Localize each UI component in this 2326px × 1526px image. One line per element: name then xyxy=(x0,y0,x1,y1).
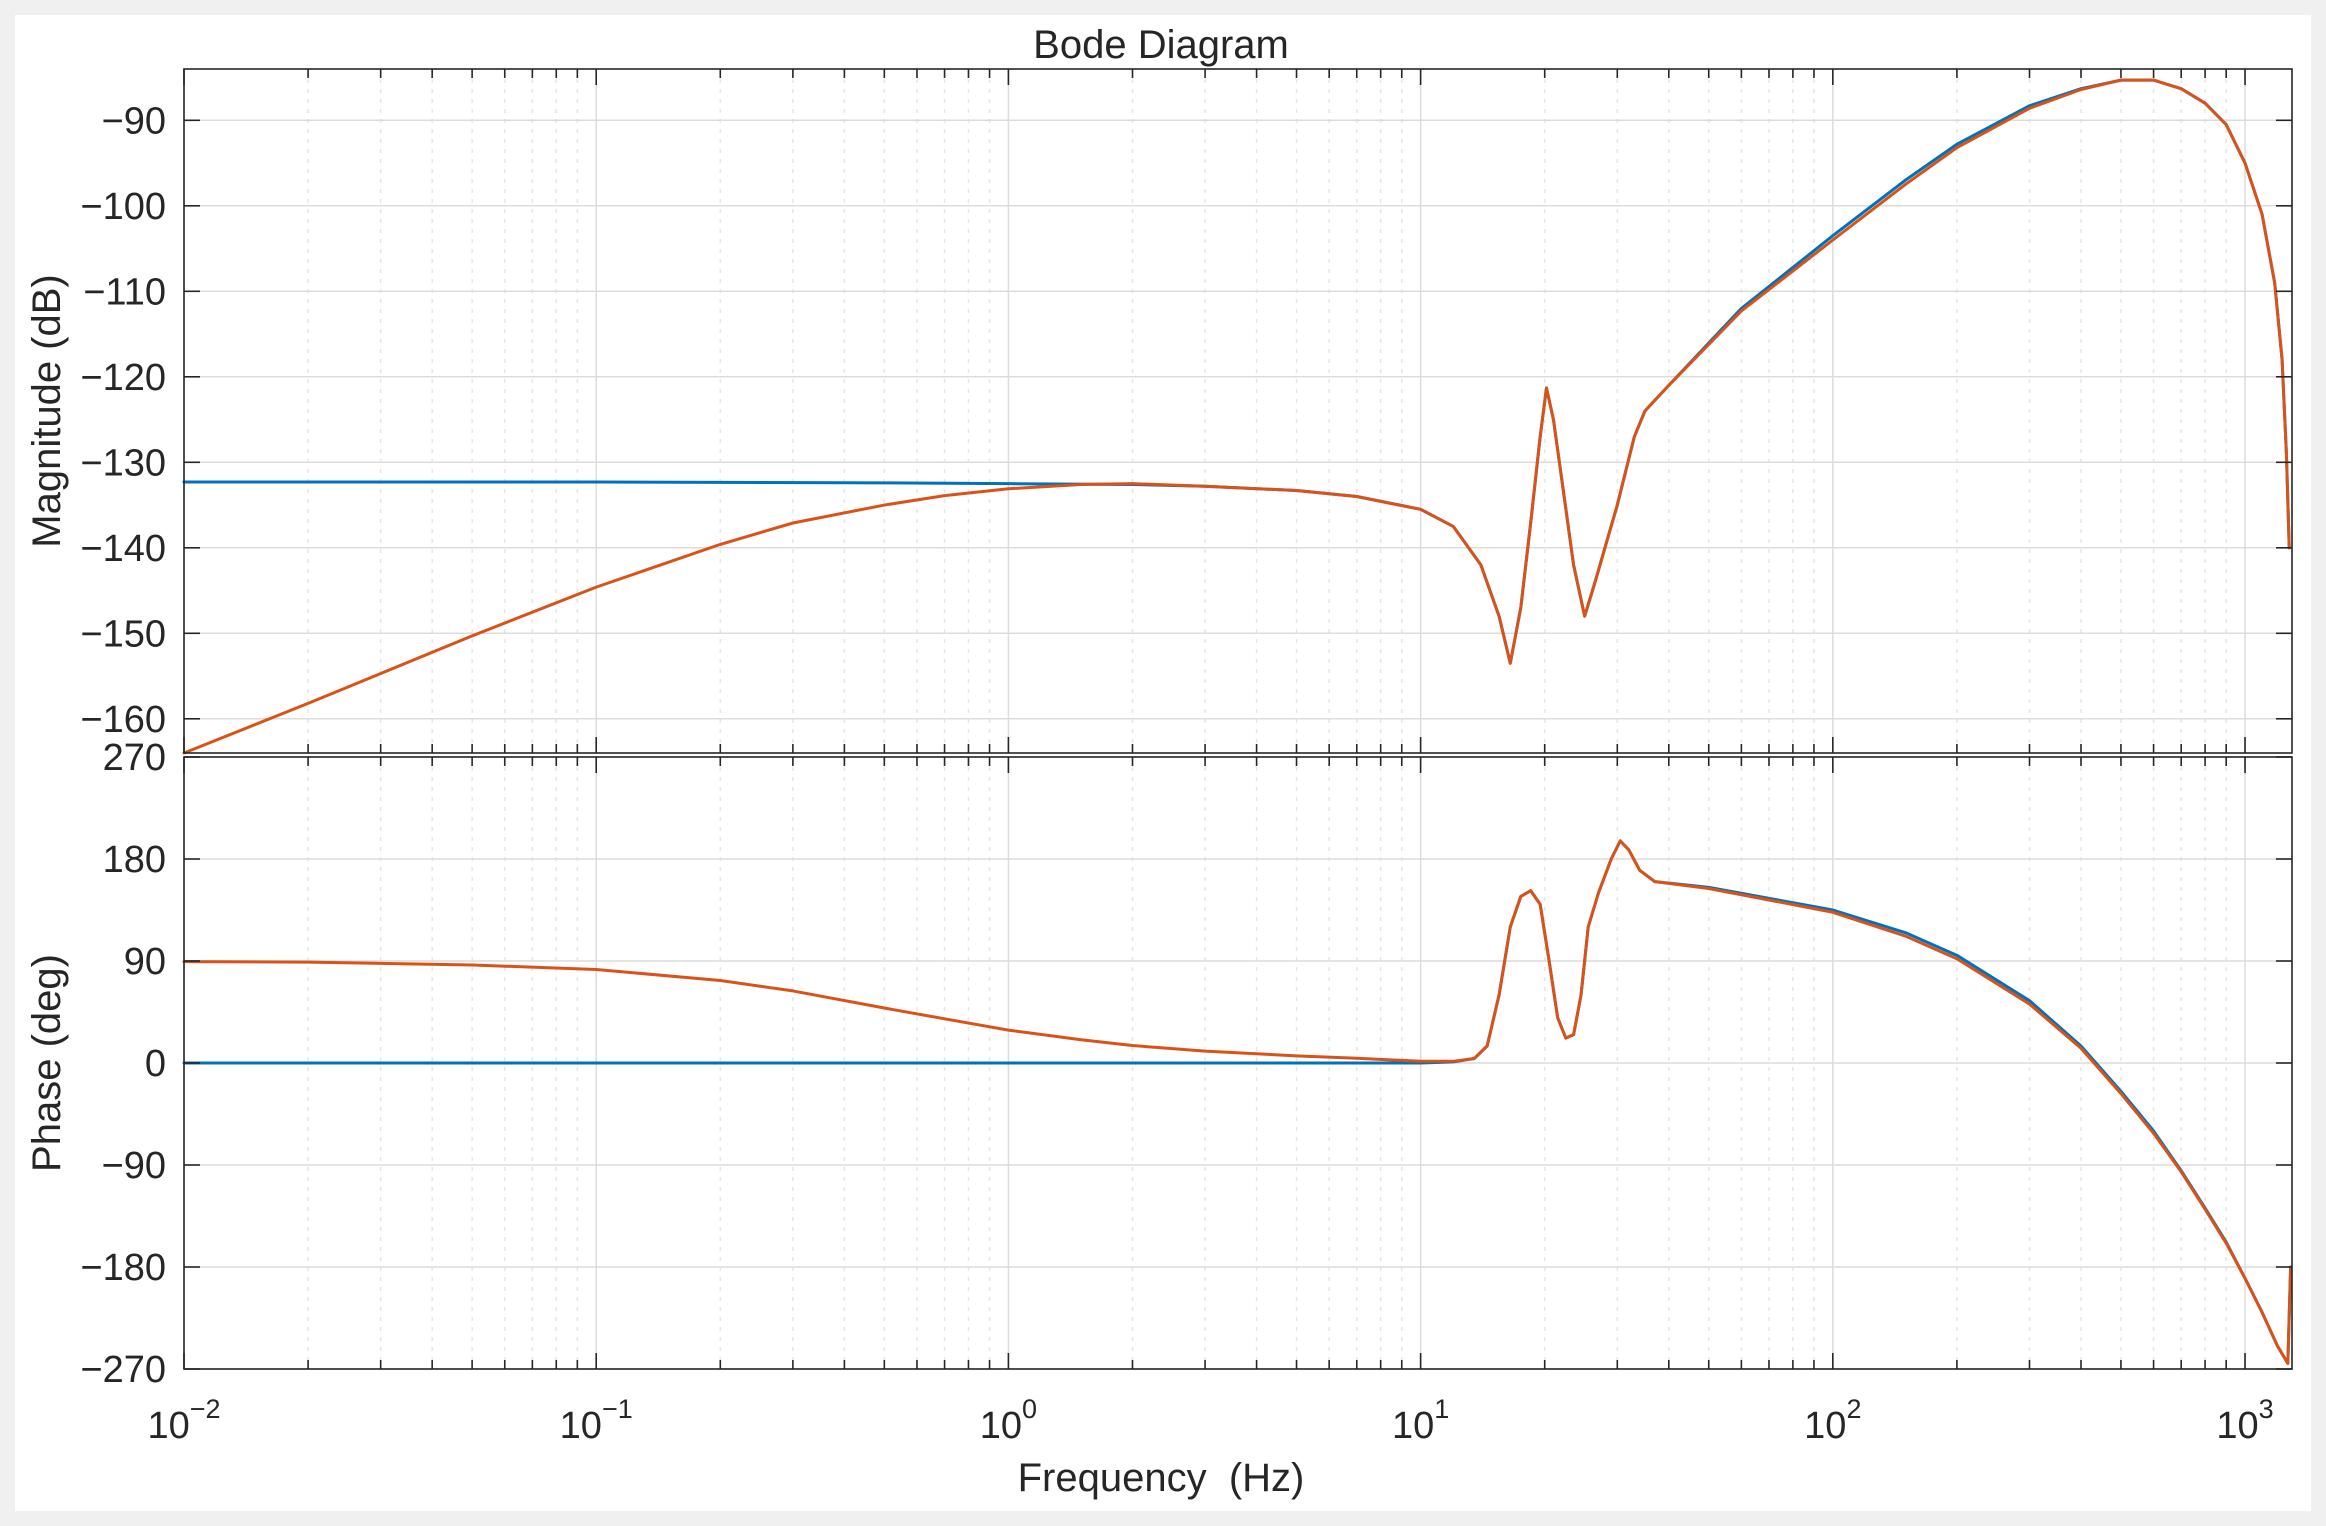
x-tick-label: 10−1 xyxy=(560,1394,633,1447)
y-tick-label: −100 xyxy=(80,186,166,228)
phase-ytick-labels: 270 180 90 0 −90 −180 −270 xyxy=(80,737,166,1391)
x-tick-label: 10−2 xyxy=(147,1394,220,1447)
series-orange-phase-line xyxy=(182,839,2293,1365)
x-tick-label: 100 xyxy=(980,1394,1037,1447)
figure-canvas xyxy=(15,15,2311,1511)
y-tick-label: −130 xyxy=(80,442,166,484)
x-tick-label: 102 xyxy=(1804,1394,1861,1447)
phase-panel: 270 180 90 0 −90 −180 −270 Phase (deg) xyxy=(25,737,2293,1391)
phase-axes-frame xyxy=(183,756,2293,1370)
y-tick-label: −120 xyxy=(80,357,166,399)
magnitude-panel: −90 −100 −110 −120 −130 −140 −150 −160 Magnitud… xyxy=(25,68,2293,755)
magnitude-ylabel: Magnitude (dB) xyxy=(25,274,69,547)
x-tick-labels: 10−2 10−1 100 101 102 103 xyxy=(147,1394,2273,1447)
series-orange-magnitude-line xyxy=(182,78,2291,755)
magnitude-ytick-labels: −90 −100 −110 −120 −130 −140 −150 −160 xyxy=(80,100,166,741)
magnitude-grid xyxy=(183,69,2292,753)
y-tick-label: −110 xyxy=(83,271,166,313)
y-tick-label: 180 xyxy=(103,839,166,881)
x-tick-label: 101 xyxy=(1392,1394,1449,1447)
y-tick-label: 90 xyxy=(124,941,166,983)
x-axis-label: Frequency (Hz) xyxy=(1018,1456,1305,1500)
magnitude-curves xyxy=(182,78,2291,755)
y-tick-label: −140 xyxy=(80,528,166,570)
y-tick-label: −160 xyxy=(80,699,166,741)
y-tick-label: −270 xyxy=(80,1349,166,1391)
y-tick-label: 270 xyxy=(103,737,166,779)
y-tick-label: −180 xyxy=(80,1247,166,1289)
y-tick-label: 0 xyxy=(145,1043,166,1085)
phase-curves xyxy=(182,839,2293,1365)
x-tick-label: 103 xyxy=(2216,1394,2273,1447)
y-tick-label: −90 xyxy=(102,1145,166,1187)
phase-ylabel: Phase (deg) xyxy=(25,954,69,1172)
y-tick-label: −90 xyxy=(102,100,166,142)
chart-title: Bode Diagram xyxy=(1033,23,1289,67)
y-tick-label: −150 xyxy=(80,613,166,655)
phase-ticks xyxy=(183,756,2292,1370)
magnitude-axes-frame xyxy=(183,68,2293,754)
